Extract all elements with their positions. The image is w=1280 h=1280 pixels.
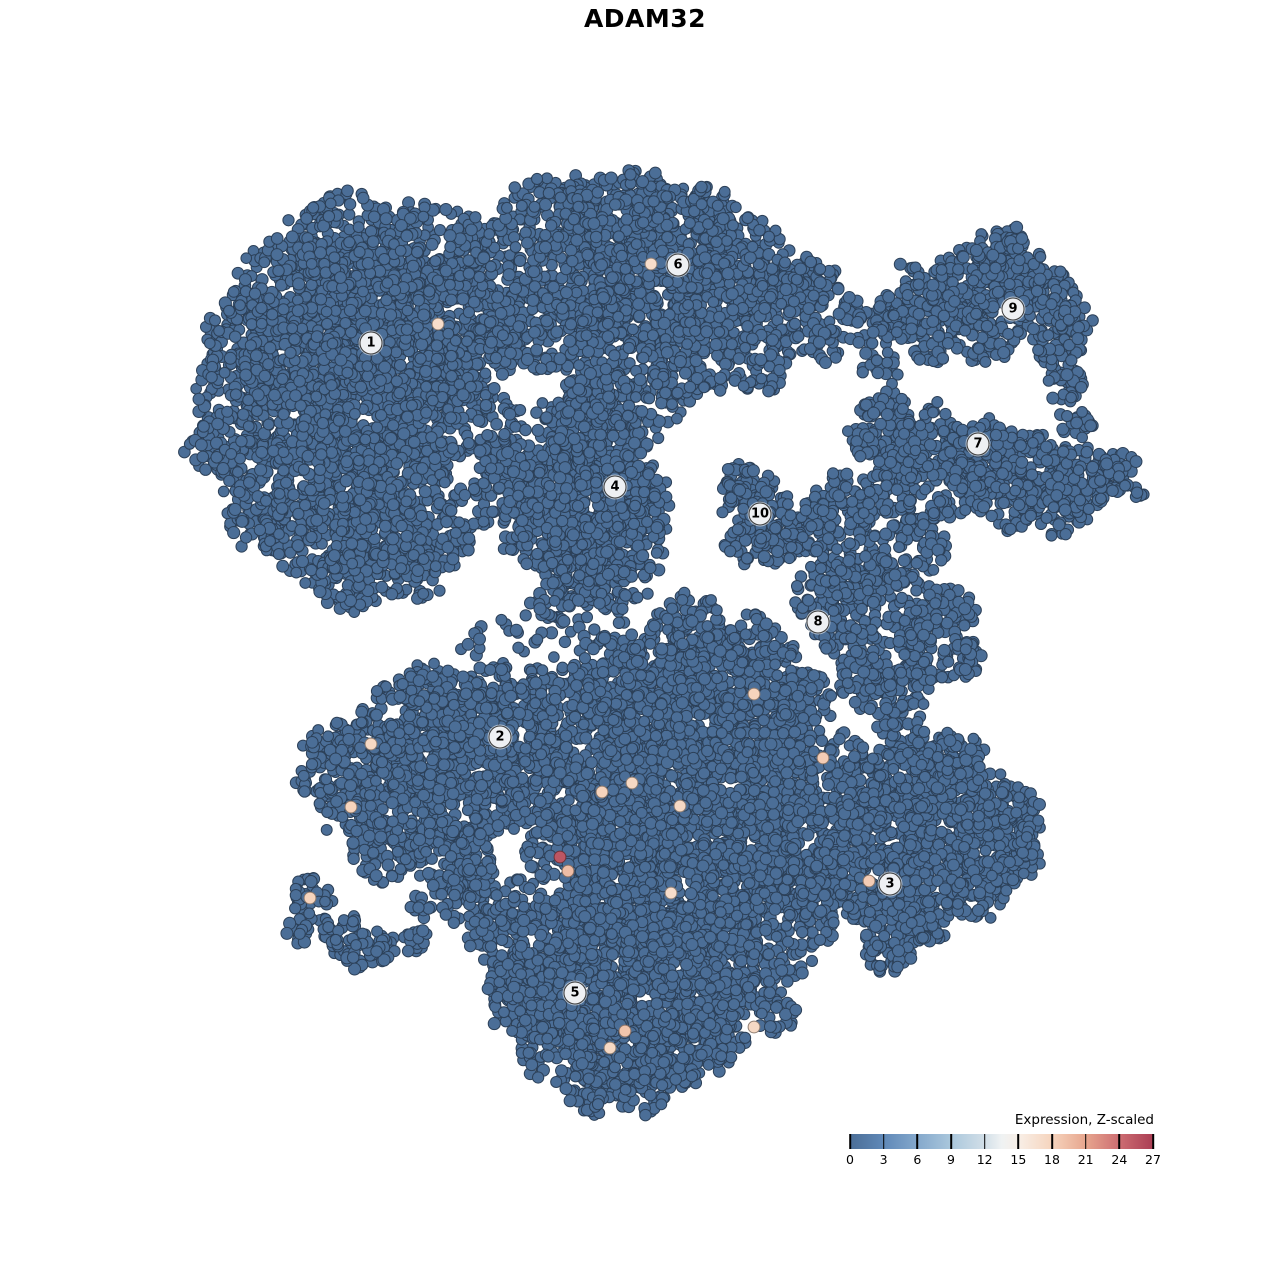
cluster-label-7: 7 bbox=[966, 432, 990, 456]
cluster-label-3: 3 bbox=[878, 872, 902, 896]
legend-tick-27 bbox=[1152, 1134, 1154, 1149]
cluster-label-9: 9 bbox=[1001, 297, 1025, 321]
legend-tick-label-24: 24 bbox=[1111, 1152, 1128, 1167]
legend-tick-15 bbox=[1017, 1134, 1020, 1149]
cluster-label-10: 10 bbox=[748, 502, 772, 526]
legend-tick-6 bbox=[916, 1134, 919, 1149]
legend-title: Expression, Z-scaled bbox=[1014, 1112, 1154, 1128]
legend-tick-label-3: 3 bbox=[879, 1152, 888, 1167]
legend-tick-18 bbox=[1051, 1134, 1053, 1149]
legend-colorbar bbox=[849, 1134, 1154, 1149]
legend-tick-label-9: 9 bbox=[947, 1152, 955, 1167]
cluster-label-4: 4 bbox=[603, 475, 627, 499]
cluster-label-6: 6 bbox=[666, 253, 690, 277]
legend-tick-label-21: 21 bbox=[1077, 1152, 1094, 1167]
legend-tick-label-0: 0 bbox=[846, 1152, 854, 1167]
legend-tick-label-15: 15 bbox=[1010, 1152, 1027, 1167]
legend-tick-0 bbox=[849, 1134, 851, 1149]
cluster-label-1: 1 bbox=[359, 331, 383, 355]
legend-tick-24 bbox=[1118, 1134, 1121, 1149]
legend-tick-label-27: 27 bbox=[1145, 1152, 1161, 1167]
legend-tick-12 bbox=[983, 1134, 986, 1149]
legend-tick-label-18: 18 bbox=[1044, 1152, 1060, 1167]
legend-tick-3 bbox=[882, 1134, 885, 1149]
cluster-label-8: 8 bbox=[806, 610, 830, 634]
legend-tick-21 bbox=[1084, 1134, 1087, 1149]
cluster-label-5: 5 bbox=[563, 981, 587, 1005]
legend-tick-label-6: 6 bbox=[913, 1152, 922, 1167]
legend-tick-9 bbox=[950, 1134, 952, 1149]
cluster-label-2: 2 bbox=[488, 725, 512, 749]
plot-title: ADAM32 bbox=[583, 4, 707, 33]
legend-tick-label-12: 12 bbox=[976, 1152, 993, 1167]
